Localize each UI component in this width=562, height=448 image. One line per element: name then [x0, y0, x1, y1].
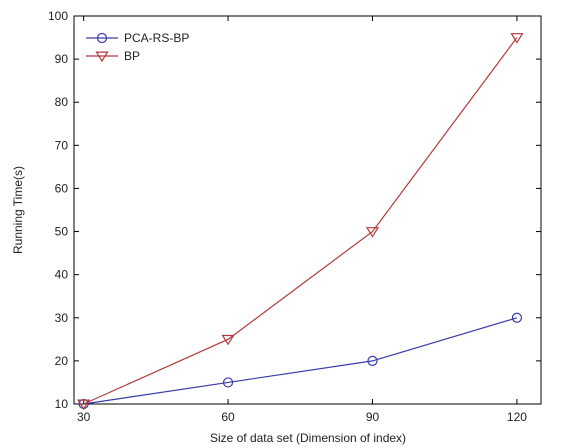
x-tick-label: 120: [507, 410, 527, 424]
y-tick-label: 20: [55, 354, 69, 368]
x-tick-label: 90: [366, 410, 380, 424]
y-tick-label: 40: [55, 268, 69, 282]
series-line: [83, 317, 518, 405]
data-point: [510, 33, 524, 44]
legend-label: PCA-RS-BP: [124, 31, 189, 45]
data-point: [77, 399, 91, 411]
data-point: [365, 227, 380, 238]
series-1: [78, 312, 523, 410]
y-tick-label: 50: [55, 225, 69, 239]
y-axis-ticks: 10 20 30 40 50 60 70 80 90 100: [48, 9, 541, 411]
x-axis-label: Size of data set (Dimension of index): [210, 431, 406, 445]
x-axis-ticks: 30 60 90 120: [77, 16, 527, 424]
series-line: [83, 37, 518, 405]
x-tick-label: 30: [77, 410, 91, 424]
y-axis-label: Running Time(s): [11, 166, 25, 254]
legend-item: BP: [86, 49, 140, 63]
y-tick-label: 60: [55, 181, 69, 195]
data-point: [511, 312, 523, 323]
series-2: [77, 33, 524, 411]
legend: PCA-RS-BP BP: [80, 24, 220, 68]
y-tick-label: 70: [55, 138, 69, 152]
legend-item: PCA-RS-BP: [86, 31, 189, 45]
series-layer: [77, 33, 524, 411]
data-point: [367, 355, 378, 366]
legend-label: BP: [124, 49, 140, 63]
y-tick-label: 80: [55, 95, 69, 109]
legend-marker: [95, 51, 109, 63]
data-point: [221, 334, 235, 346]
x-tick-label: 60: [221, 410, 235, 424]
y-tick-label: 90: [55, 52, 69, 66]
y-tick-label: 10: [55, 397, 69, 411]
legend-marker: [96, 32, 108, 44]
plot-area: [73, 15, 542, 405]
y-tick-label: 30: [55, 311, 69, 325]
data-point: [222, 377, 234, 388]
y-tick-label: 100: [48, 9, 68, 23]
legend-box: [80, 24, 220, 68]
